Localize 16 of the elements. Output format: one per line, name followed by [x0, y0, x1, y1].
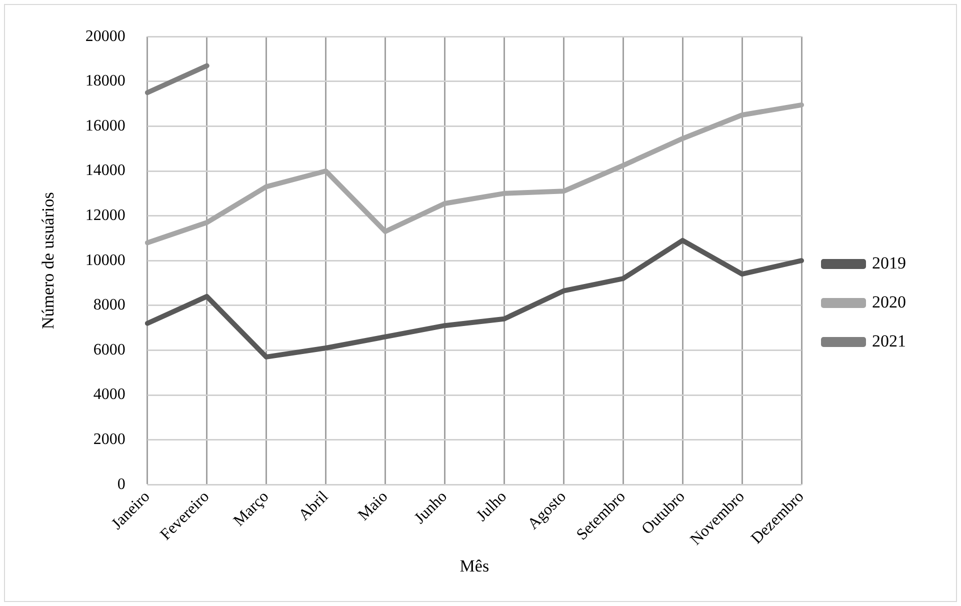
y-tick-label: 14000 [85, 162, 126, 180]
y-tick-label: 8000 [93, 296, 126, 314]
y-tick-label: 2000 [93, 431, 126, 448]
y-tick-label: 0 [117, 476, 126, 493]
y-tick-label: 4000 [93, 386, 126, 404]
y-tick-label: 10000 [85, 252, 126, 269]
legend-label: 2019 [872, 253, 906, 272]
legend-label: 2021 [872, 331, 906, 350]
legend-label: 2020 [872, 292, 906, 312]
x-axis-title: Mês [460, 556, 490, 576]
y-tick-label: 20000 [85, 28, 126, 45]
y-tick-label: 18000 [85, 72, 126, 90]
y-tick-label: 12000 [85, 207, 126, 224]
y-tick-label: 16000 [85, 117, 126, 134]
y-axis-title: Número de usuários [38, 192, 58, 330]
y-tick-label: 6000 [93, 341, 126, 358]
